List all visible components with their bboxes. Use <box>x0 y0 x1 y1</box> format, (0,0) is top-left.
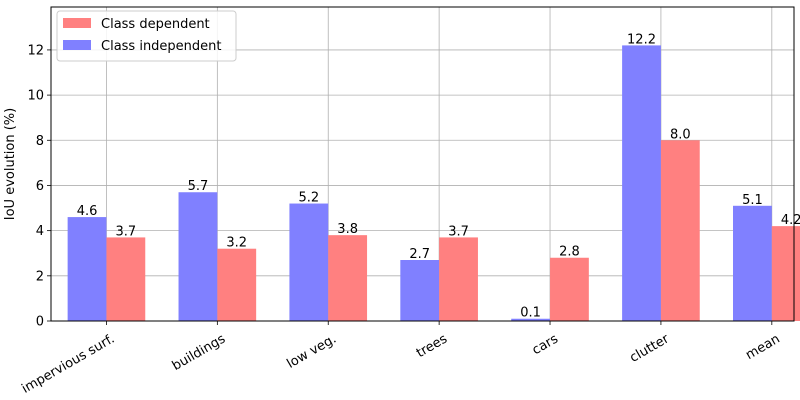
bar <box>217 248 257 321</box>
data-label: 3.2 <box>226 236 247 251</box>
bar <box>550 257 589 321</box>
data-label: 3.7 <box>116 224 137 239</box>
x-tick-label: buildings <box>170 331 229 374</box>
bar <box>439 237 478 321</box>
legend-swatch <box>63 18 91 28</box>
x-tick-label: mean <box>743 332 782 363</box>
bar <box>771 226 800 321</box>
legend-label: Class independent <box>101 39 222 54</box>
data-label: 2.8 <box>559 245 580 260</box>
data-label: 3.7 <box>448 224 469 239</box>
x-tick-label: impervious surf. <box>19 332 117 397</box>
y-tick-label: 6 <box>36 179 44 194</box>
x-tick-label: low veg. <box>284 332 339 372</box>
bar <box>289 203 329 321</box>
x-tick-label: trees <box>414 331 450 361</box>
bar <box>733 205 772 321</box>
data-label: 5.7 <box>188 179 209 194</box>
x-tick-label: cars <box>530 331 561 358</box>
y-tick-label: 2 <box>36 269 44 284</box>
legend: Class dependent Class independent <box>56 10 237 62</box>
y-tick-label: 8 <box>36 134 44 149</box>
x-tick-label: clutter <box>627 331 672 366</box>
y-tick-label: 4 <box>36 224 44 239</box>
data-labels: 4.6 5.7 5.2 2.7 0.1 12.2 5.1 3.7 3.2 3.8 3.7 2.8 8.0… <box>77 32 800 320</box>
data-label: 0.1 <box>520 306 541 321</box>
y-tick-label: 0 <box>36 315 44 330</box>
legend-label: Class dependent <box>101 17 210 32</box>
bar <box>178 192 218 321</box>
y-axis-label: IoU evolution (%) <box>3 108 18 220</box>
data-label: 3.8 <box>337 222 358 237</box>
bar <box>328 235 368 321</box>
legend-swatch <box>63 40 91 50</box>
data-label: 4.6 <box>77 204 98 219</box>
data-label: 5.2 <box>298 191 319 206</box>
data-label: 4.2 <box>781 213 800 228</box>
bar <box>106 237 146 321</box>
bar <box>622 45 661 321</box>
bar <box>660 140 700 321</box>
y-tick-label: 12 <box>27 43 44 58</box>
data-label: 5.1 <box>742 193 763 208</box>
bar <box>511 318 551 321</box>
plot-frame <box>50 6 795 322</box>
bar <box>400 260 440 321</box>
data-label: 8.0 <box>670 127 691 142</box>
legend-box <box>56 10 237 62</box>
bars <box>67 45 800 321</box>
data-label: 12.2 <box>627 32 656 47</box>
y-tick-label: 10 <box>27 89 44 104</box>
bar <box>67 217 107 321</box>
data-label: 2.7 <box>409 247 430 262</box>
